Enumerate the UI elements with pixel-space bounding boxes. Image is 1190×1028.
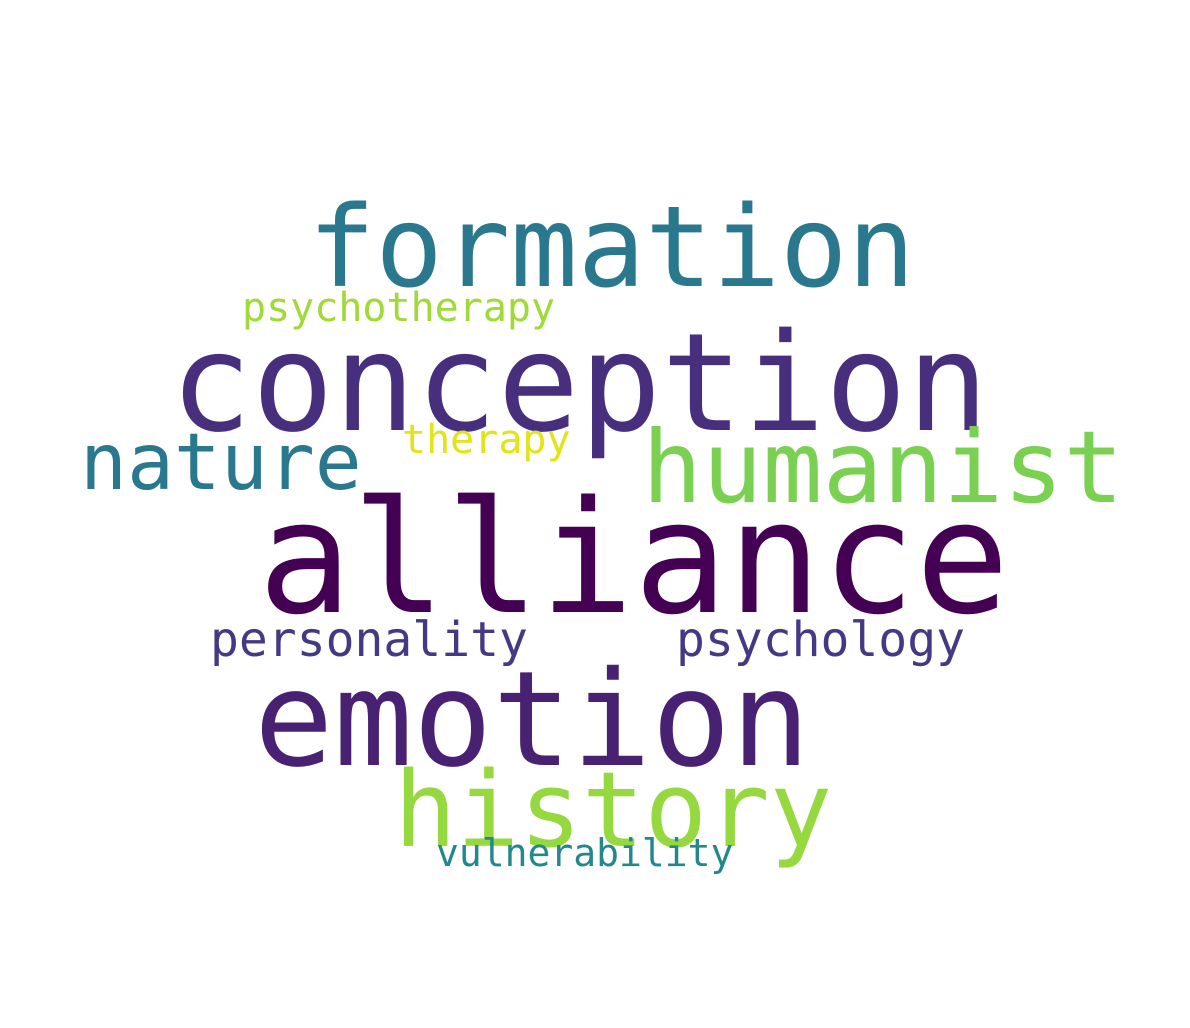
- word-psychotherapy: psychotherapy: [242, 285, 556, 331]
- word-therapy: therapy: [402, 417, 571, 463]
- word-humanist: humanist: [642, 409, 1124, 526]
- word-formation: formation: [308, 183, 915, 313]
- word-nature: nature: [80, 418, 362, 508]
- word-psychology: psychology: [676, 612, 965, 668]
- word-vulnerability: vulnerability: [436, 831, 734, 875]
- word-emotion: emotion: [254, 643, 811, 797]
- word-alliance: alliance: [258, 467, 1010, 649]
- word-history: history: [394, 749, 833, 871]
- word-personality: personality: [210, 612, 528, 668]
- word-conception: conception: [170, 305, 989, 463]
